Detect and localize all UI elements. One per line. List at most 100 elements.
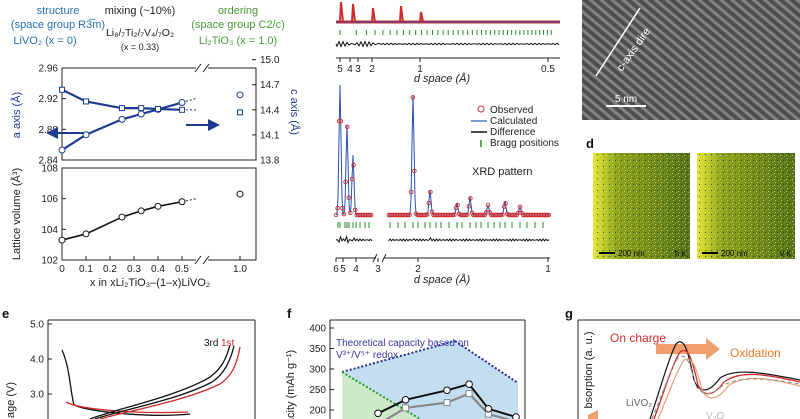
a-axis-extrapolation	[181, 98, 197, 103]
xrd-top-tick-label: 4	[347, 64, 353, 75]
a-axis-point	[82, 131, 90, 139]
xrd-observed-point	[349, 176, 355, 182]
header-c2c-label: (space group C2/c)	[191, 19, 285, 31]
xrd-observed-point	[544, 212, 550, 218]
lattice-axes-frame	[61, 67, 257, 161]
c-axis-point	[83, 98, 89, 105]
panel-f-label: f	[287, 306, 292, 321]
header-li2tio3-label: Li₂TiO₃ (x = 1.0)	[199, 35, 277, 47]
capacity-curve-measured	[377, 383, 517, 418]
volume-xtick-label: 0.4	[151, 264, 165, 275]
capacity-ytick-label: 300	[309, 365, 326, 376]
volume-xtick-label: 0.3	[127, 264, 141, 275]
c-axis-point	[119, 105, 125, 112]
volume-point	[236, 190, 244, 198]
c-axis-line	[595, 7, 641, 77]
capacity-point-measured	[374, 409, 382, 418]
capacity-point-measured	[443, 386, 451, 395]
edx-ti-element-label: Ti K	[674, 251, 687, 258]
header-row: structure (space group R3̅m) LiVO₂ (x = …	[11, 5, 285, 52]
volume-xlabel: x in xLi₂TiO₃–(1–x)LiVO₂	[90, 277, 210, 289]
xrd-observed-point	[351, 162, 356, 168]
a-axis-point	[118, 115, 126, 123]
xrd-xlabel: d space (Å)	[414, 273, 471, 286]
volume-xtick-label: 0.2	[103, 264, 117, 275]
capacity-ytick-label: 400	[309, 324, 326, 335]
a-axis-tick-label: 2.96	[39, 64, 59, 75]
header-mixing-label: mixing (~10%)	[105, 5, 176, 17]
axis-break-mark	[372, 253, 378, 263]
legend-1st-label: 1st	[221, 338, 235, 349]
xrd-observed-point	[428, 189, 433, 195]
xrd-observed-point	[367, 212, 372, 218]
panel-d-label: d	[586, 136, 594, 151]
xas-plot: bsorption (a. u.) On charge Oxidation Li…	[577, 319, 800, 419]
xrd-observed-point	[512, 212, 518, 218]
header-formula-label: Li₈/₇Ti₂/₇V₄/₇O₂	[106, 27, 174, 39]
header-space-group-label: (space group R3̅m)	[11, 19, 105, 31]
xrd-observed-point	[348, 210, 353, 216]
edx-ti-specks	[593, 153, 690, 259]
capacity-ylabel: pacity (mAh g⁻¹)	[285, 350, 297, 419]
xrd-tick-label: 2	[415, 264, 421, 275]
volume-curve	[61, 200, 183, 241]
axis-break-mark	[202, 255, 210, 265]
c-axis-tick-label: 15.0	[260, 55, 280, 66]
capacity-plot: 400 350 300 250 200 pacity (mAh g⁻¹) Theoret…	[285, 319, 526, 419]
legend-3rd-label: 3rd	[204, 338, 218, 349]
edx-v-scalebar-label: 200 nm	[721, 249, 748, 258]
tem-image: c-axis dire 5 nm	[582, 0, 800, 120]
c-axis-tick-label: 13.8	[260, 156, 280, 167]
volume-point	[178, 198, 186, 206]
capacity-point-second	[402, 404, 410, 412]
green-theoretical-line	[341, 371, 421, 419]
c-axis-curve	[61, 88, 183, 111]
capacity-point-measured	[401, 396, 410, 404]
xrd-top-peaks	[339, 1, 424, 23]
xrd-observed-point	[407, 212, 412, 217]
on-charge-label: On charge	[610, 331, 666, 345]
xrd-top-difference	[335, 40, 560, 48]
xrd-tick-label: 1	[545, 264, 551, 275]
xas-spectrum-dashed	[651, 355, 800, 419]
capacity-point-measured	[512, 413, 520, 419]
xas-spectrum-orange	[657, 358, 800, 419]
xrd-observed-point	[464, 212, 470, 217]
axis-break-mark	[194, 255, 202, 265]
voltage-charge-3rd	[89, 344, 231, 419]
header-livo2-label: LiVO₂ (x = 0)	[13, 35, 76, 47]
header-x033-label: (x = 0.33)	[121, 42, 159, 52]
voltage-ytick-label: 3.0	[30, 390, 44, 401]
volume-ytick-label: 106	[41, 194, 58, 205]
a-axis-tick-label: 2.88	[39, 125, 59, 136]
volume-ytick-label: 104	[41, 225, 58, 236]
legend-bragg-label: Bragg positions	[490, 138, 559, 149]
xrd-observed-point	[408, 189, 414, 195]
c-axis-ylabel: c axis (Å)	[288, 89, 301, 135]
legend-calculated-label: Calculated	[490, 116, 537, 127]
volume-point	[118, 213, 126, 221]
theoretical-note-line1: Theoretical capacity based on	[336, 338, 469, 349]
edx-ti-scalebar-label: 200 nm	[618, 249, 645, 258]
xrd-observed-point	[344, 124, 350, 130]
xrd-observed-point	[503, 201, 508, 206]
xrd-observed-point	[485, 202, 491, 208]
xrd-legend: Observed Calculated Difference Bragg pos…	[471, 105, 559, 149]
xrd-tick-label: 3	[375, 264, 381, 275]
capacity-point-second	[443, 399, 451, 407]
volume-xtick-label: 0.5	[175, 264, 189, 275]
xrd-observed-point	[480, 212, 486, 218]
capacity-ytick-label: 250	[309, 385, 326, 396]
livo2-label: LiVO₂	[626, 398, 652, 409]
a-axis-point	[178, 99, 186, 106]
edx-v-specks	[697, 153, 795, 259]
legend-observed-marker	[477, 105, 485, 113]
xrd-observed-point	[410, 95, 416, 100]
xrd-observed-point	[338, 118, 344, 124]
xrd-observed-point	[340, 205, 345, 211]
capacity-point-second	[465, 390, 473, 398]
xrd-observed-point	[517, 204, 523, 210]
legend-observed-label: Observed	[490, 105, 533, 116]
